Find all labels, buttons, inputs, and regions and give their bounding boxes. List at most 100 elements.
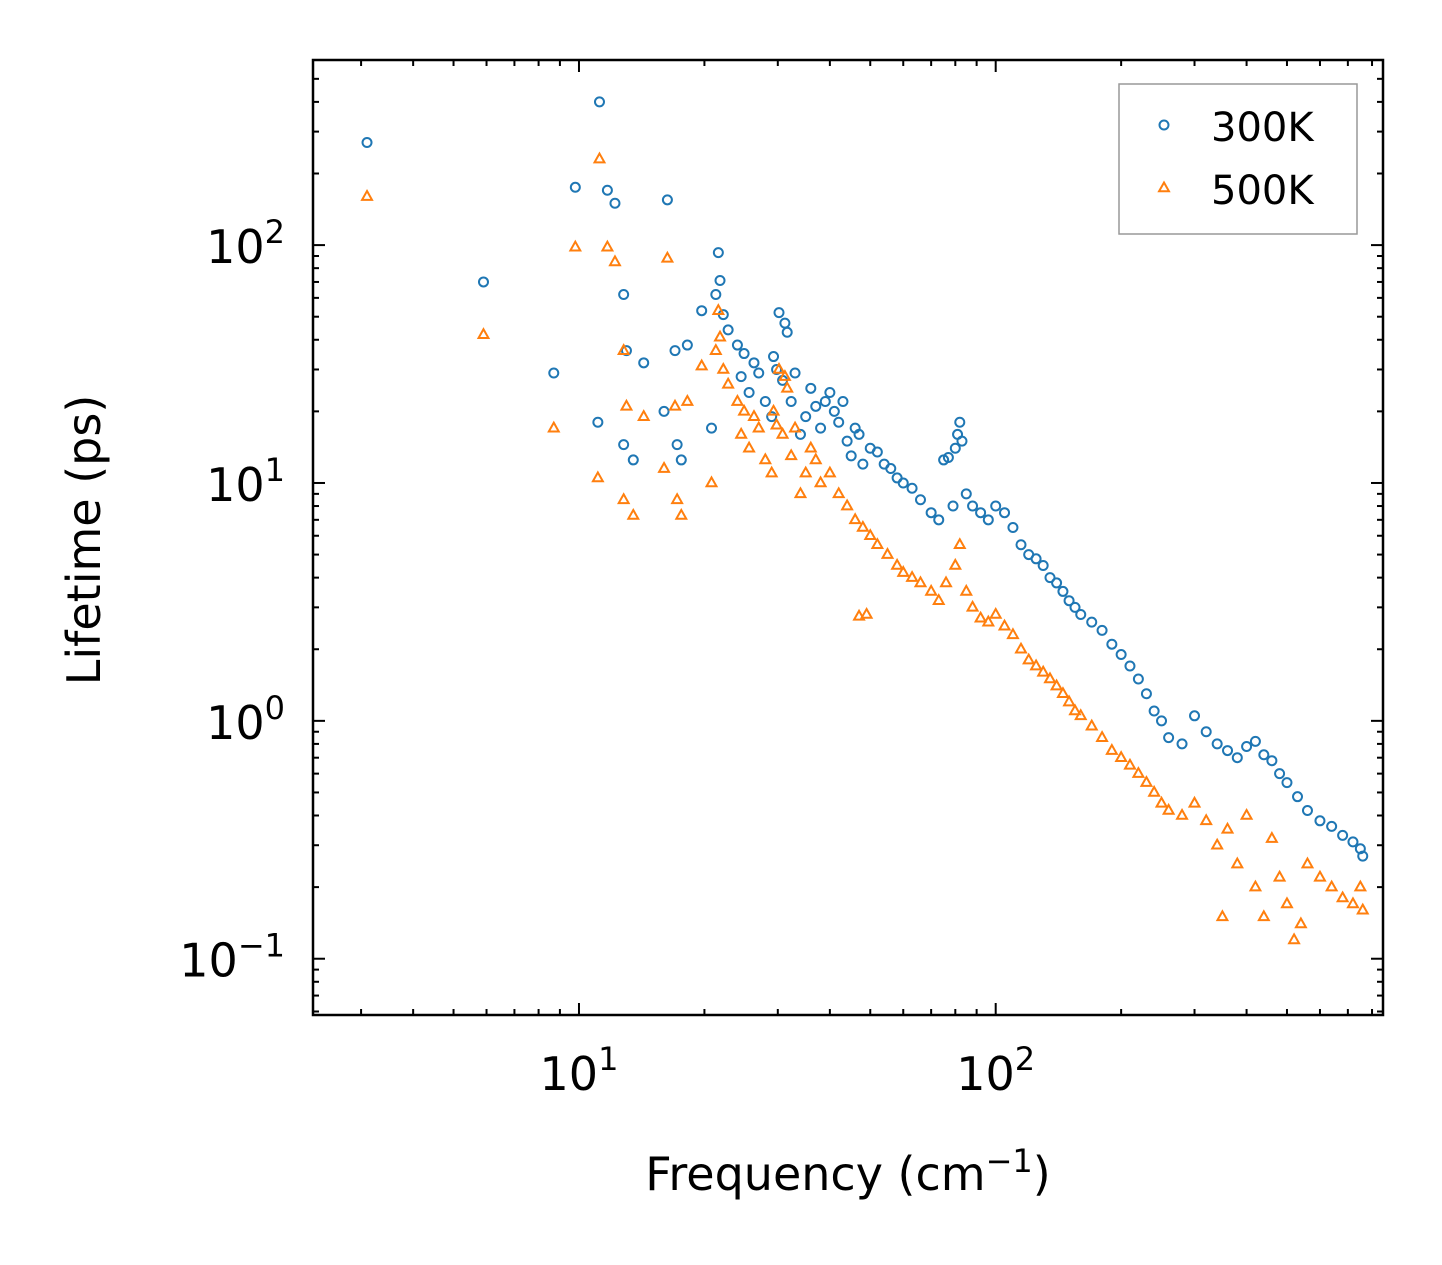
point-500K [668,398,682,411]
point-500K [784,448,798,461]
point-500K [948,557,962,570]
point-500K [1074,708,1088,721]
point-300K [999,507,1011,519]
point-500K [852,608,866,621]
point-500K [616,492,631,505]
point-300K [710,288,722,300]
point-500K [959,583,973,596]
point-300K [954,416,966,428]
point-500K [1161,802,1176,815]
legend-label-500K: 500K [1211,168,1315,214]
point-300K [477,276,489,288]
point-300K [800,411,812,423]
point-500K [965,599,980,612]
x-tick-label-base: 10 [540,1047,599,1101]
point-300K [1106,638,1118,650]
point-500K [1335,890,1350,903]
point-500K [870,537,885,550]
point-500K [832,486,846,499]
y-tick-label-exp: 2 [265,213,285,251]
legend-marker-300K [1158,119,1170,131]
legend: 300K 500K [1118,83,1358,235]
point-500K [804,440,818,453]
point-500K [716,361,730,374]
point-500K [1147,784,1161,797]
point-300K [819,396,831,408]
y-axis-title: Lifetime (ps) [57,395,111,686]
point-300K [766,411,778,423]
point-300K [841,435,853,447]
point-300K [1222,745,1234,757]
point-300K [618,439,630,451]
point-500K [848,512,862,525]
point-300K [853,428,865,440]
point-300K [768,351,780,363]
point-300K [947,500,959,512]
point-500K [1199,813,1213,826]
point-300K [1140,688,1152,700]
point-500K [939,575,953,588]
point-500K [772,361,786,374]
point-500K [863,528,877,541]
point-500K [1095,730,1109,742]
point-500K [953,537,967,550]
y-tick-label-base: 10 [179,934,238,988]
point-500K [752,420,766,433]
point-500K [711,303,726,315]
point-300K [785,396,797,408]
point-300K [810,400,822,412]
x-tick-label-exp: 2 [1015,1040,1035,1078]
x-axis-title: Frequency (cm−1) [645,1142,1050,1201]
point-300K [1266,755,1278,767]
point-300K [1030,553,1042,565]
point-500K [1006,627,1020,640]
point-500K [765,465,779,478]
point-300K [1124,660,1136,672]
point-500K [1068,703,1082,716]
point-300K [897,477,909,489]
point-500K [721,376,735,389]
point-300K [1115,649,1127,661]
y-tick-label: 102 [206,213,285,274]
point-500K [997,618,1012,631]
x-axis-title-exp: −1 [986,1142,1033,1180]
point-300K [671,439,683,451]
point-500K [775,426,790,439]
point-500K [1287,932,1301,945]
point-500K [890,557,904,570]
point-300K [609,197,621,209]
point-500K [1324,879,1339,892]
point-300K [1249,735,1261,747]
point-500K [813,475,828,488]
point-300K [361,136,373,148]
point-500K [1300,856,1315,869]
point-500K [1248,879,1263,892]
y-tick-label-exp: −1 [238,927,285,965]
point-500K [793,486,808,499]
point-300K [1037,559,1049,571]
point-300K [833,416,845,428]
point-300K [1096,624,1108,636]
point-500K [660,250,675,263]
point-500K [1131,766,1146,778]
point-300K [1075,608,1087,620]
point-500K [592,151,607,164]
point-300K [982,514,994,526]
point-500K [1220,821,1235,834]
point-300K [1069,601,1081,613]
x-axis-title-suffix: ) [1033,1147,1051,1201]
point-300K [738,348,750,360]
point-500K [1257,909,1271,922]
point-300K [975,507,987,519]
point-500K [747,409,761,421]
point-500K [809,452,823,465]
point-500K [1154,795,1169,808]
point-300K [1347,836,1359,848]
legend-marker-500K [1157,180,1171,193]
point-300K [933,514,945,526]
point-300K [1326,820,1338,832]
x-tick-label: 102 [956,1040,1035,1101]
point-300K [1231,752,1243,764]
point-500K [1353,879,1368,892]
